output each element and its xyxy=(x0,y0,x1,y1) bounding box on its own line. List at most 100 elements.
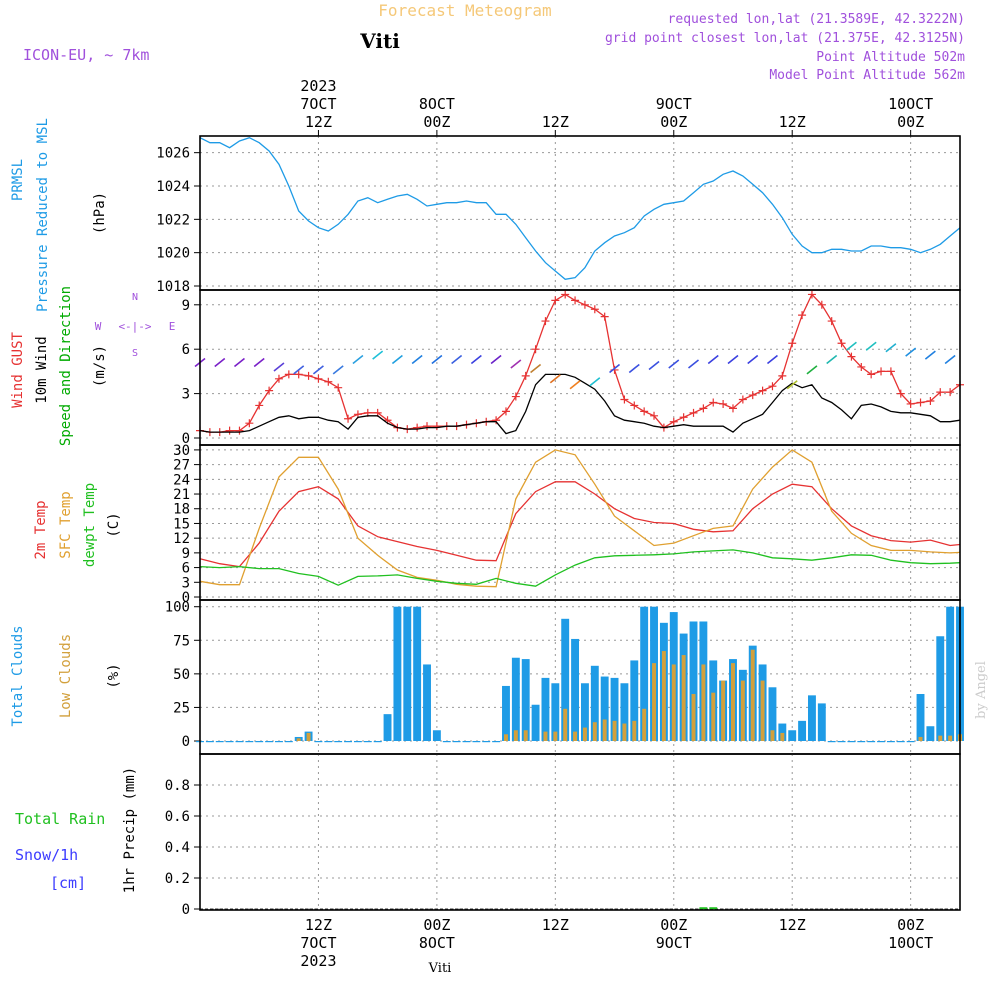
wind-direction-arrow xyxy=(688,359,700,369)
wind-direction-arrow xyxy=(214,357,226,368)
compass-n: N xyxy=(132,292,138,303)
time-label-line1: 00Z xyxy=(897,916,924,934)
wind-10m-label: 10m Wind xyxy=(34,336,50,403)
compass-s: S xyxy=(132,348,138,359)
y-tick-label: 100 xyxy=(165,600,190,616)
gust-marker xyxy=(314,374,323,383)
wind-direction-arrow xyxy=(569,380,581,390)
y-tick-label: 0 xyxy=(182,431,190,447)
low-cloud-bar xyxy=(592,722,597,741)
low-cloud-bar xyxy=(731,663,735,741)
low-cloud-bar xyxy=(504,734,508,741)
gust-marker xyxy=(501,407,510,416)
gust-marker xyxy=(906,399,915,408)
low-cloud-bar xyxy=(671,664,676,741)
panel-frame xyxy=(199,135,961,291)
time-label-line3: 00Z xyxy=(897,113,924,131)
y-tick-label: 12 xyxy=(173,531,190,547)
total-cloud-bar xyxy=(482,741,491,743)
gust-marker xyxy=(284,370,293,379)
pressure-labels: PRMSL Pressure Reduced to MSL (hPa) xyxy=(10,118,108,312)
total-cloud-bar xyxy=(857,741,866,743)
total-cloud-bar xyxy=(541,677,550,741)
wind-direction-arrow xyxy=(530,363,542,374)
gust-marker xyxy=(294,370,303,379)
credit-watermark: by Angel xyxy=(974,661,989,719)
pressure-label-1: PRMSL xyxy=(10,159,26,201)
gust-marker xyxy=(630,401,639,410)
low-cloud-bar xyxy=(652,663,656,741)
total-cloud-bar xyxy=(896,741,905,743)
total-cloud-bar xyxy=(916,694,925,741)
precip-ylabel: 1hr Precip (mm) xyxy=(122,767,138,893)
total-cloud-bar xyxy=(245,741,254,743)
wind-direction-arrow xyxy=(233,357,245,368)
low-cloud-bar xyxy=(543,731,548,741)
total-cloud-bar xyxy=(344,741,352,743)
panel-precipitation: 0 0.2 0.4 0.6 0.8 xyxy=(165,753,961,918)
time-label-line1: 00Z xyxy=(423,916,450,934)
low-cloud-bar xyxy=(553,731,558,741)
total-cloud-bar xyxy=(808,695,816,741)
requested-coords: requested lon,lat (21.3589E, 42.3222N) xyxy=(668,12,965,27)
wind-direction-arrow xyxy=(845,341,857,351)
gust-marker xyxy=(679,413,688,422)
rain-bar xyxy=(709,907,718,910)
gust-marker xyxy=(600,312,609,321)
total-cloud-bar xyxy=(886,741,895,743)
gust-marker xyxy=(857,362,866,371)
total-cloud-bar xyxy=(590,665,599,741)
wind-direction-arrow xyxy=(628,363,640,374)
series-wind-gust xyxy=(199,293,961,433)
gust-marker xyxy=(620,395,629,404)
total-cloud-bar xyxy=(827,741,836,743)
total-cloud-bar xyxy=(817,703,826,741)
gust-marker xyxy=(531,345,540,354)
wind-speed-dir-label: Speed and Direction xyxy=(58,286,74,446)
gust-marker xyxy=(867,370,876,379)
precip-labels: Total Rain Snow/1h [cm] 1hr Precip (mm) xyxy=(15,767,138,893)
y-tick-label: 0 xyxy=(182,734,190,750)
gust-marker xyxy=(265,386,274,395)
compass-e: E xyxy=(169,320,176,333)
total-cloud-bar xyxy=(383,714,392,741)
total-cloud-bar xyxy=(275,741,283,743)
time-label-line3: 2023 xyxy=(300,952,336,970)
y-tick-label: 0.2 xyxy=(165,871,190,887)
chart-panels: 1018102010221024102603690369121518212427… xyxy=(156,135,964,918)
gust-marker xyxy=(896,389,905,398)
wind-direction-arrow xyxy=(747,354,759,365)
low-cloud-bar xyxy=(691,694,696,741)
total-cloud-bar xyxy=(630,660,639,741)
gust-marker xyxy=(650,411,659,420)
gust-marker xyxy=(748,391,757,400)
y-tick-label: 6 xyxy=(182,561,190,577)
wind-direction-arrow xyxy=(332,365,344,375)
wind-direction-arrow xyxy=(924,350,936,360)
total-cloud-bar xyxy=(452,741,461,743)
y-tick-label: 0.4 xyxy=(165,840,190,856)
wind-direction-arrow xyxy=(589,377,601,387)
gust-marker xyxy=(521,371,530,380)
gust-marker xyxy=(936,388,945,397)
model-altitude: Model Point Altitude 562m xyxy=(769,68,965,83)
gust-marker xyxy=(886,367,895,376)
gust-marker xyxy=(916,398,925,407)
total-cloud-bar xyxy=(551,683,560,741)
series-2m-temp xyxy=(199,481,961,568)
total-cloud-bar xyxy=(284,741,293,743)
snow-unit-label: [cm] xyxy=(50,874,86,892)
wind-direction-arrow xyxy=(826,354,838,365)
total-cloud-bar xyxy=(462,741,471,743)
time-label-line2: 8OCT xyxy=(419,95,455,113)
y-tick-label: 1020 xyxy=(156,246,190,262)
y-tick-label: 6 xyxy=(182,342,190,358)
time-label-line2: 9OCT xyxy=(656,934,692,952)
gust-marker xyxy=(699,404,708,413)
gust-marker xyxy=(245,419,254,428)
y-tick-label: 21 xyxy=(173,487,190,503)
gust-marker xyxy=(877,367,886,376)
series-prmsl xyxy=(199,136,961,280)
rain-bar xyxy=(699,907,708,910)
